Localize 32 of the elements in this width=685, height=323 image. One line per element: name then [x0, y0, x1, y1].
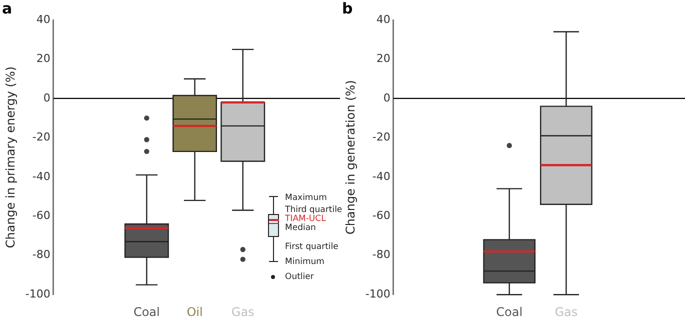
text: First quartile [285, 242, 338, 252]
text: Third quartile [285, 205, 342, 215]
text: Maximum [285, 193, 327, 203]
y-tick-label: -100 [25, 287, 50, 300]
y-tick-label: -40 [32, 170, 50, 183]
x-tick-label: Gas [554, 304, 578, 319]
text: Minimum [285, 257, 324, 267]
y-axis-title: Change in primary energy (%) [3, 66, 18, 248]
y-tick-label: 40 [376, 12, 390, 26]
y-tick-label: 20 [36, 52, 50, 66]
y-tick-label: -80 [372, 248, 390, 262]
y-tick-label: -60 [372, 209, 390, 222]
y-tick-label: -20 [32, 130, 50, 144]
text: Outlier [285, 272, 314, 282]
y-tick-label: 0 [383, 91, 390, 104]
y-tick-label: -60 [32, 209, 50, 222]
x-tick-label: Oil [186, 304, 203, 319]
chart-title: a [2, 0, 12, 18]
y-axis-title: Change in generation (%) [343, 80, 358, 234]
x-tick-label: Coal [133, 304, 160, 319]
y-tick-label: -100 [365, 287, 390, 300]
y-tick-label: 40 [36, 12, 50, 26]
y-tick-label: 0 [43, 91, 50, 104]
y-tick-label: -20 [372, 130, 390, 144]
x-tick-label: Gas [231, 304, 254, 319]
y-tick-label: -40 [372, 170, 390, 183]
chart-title: b [342, 0, 353, 18]
text: Median [285, 223, 316, 233]
y-tick-label: -80 [32, 248, 50, 262]
y-tick-label: 20 [376, 52, 390, 66]
x-tick-label: Coal [496, 304, 523, 319]
text: TIAM-UCL [285, 214, 326, 224]
